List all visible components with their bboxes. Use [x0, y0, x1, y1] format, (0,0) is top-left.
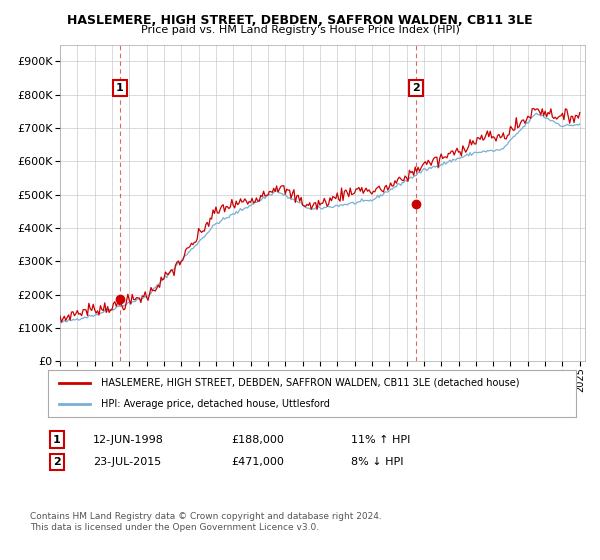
Text: Price paid vs. HM Land Registry's House Price Index (HPI): Price paid vs. HM Land Registry's House … [140, 25, 460, 35]
Text: 1: 1 [53, 435, 61, 445]
Text: HPI: Average price, detached house, Uttlesford: HPI: Average price, detached house, Uttl… [101, 399, 329, 409]
Text: HASLEMERE, HIGH STREET, DEBDEN, SAFFRON WALDEN, CB11 3LE (detached house): HASLEMERE, HIGH STREET, DEBDEN, SAFFRON … [101, 378, 519, 388]
Text: 1: 1 [116, 83, 124, 93]
Text: 12-JUN-1998: 12-JUN-1998 [93, 435, 164, 445]
Text: Contains HM Land Registry data © Crown copyright and database right 2024.
This d: Contains HM Land Registry data © Crown c… [30, 512, 382, 532]
Text: £188,000: £188,000 [231, 435, 284, 445]
Text: 2: 2 [53, 457, 61, 467]
Text: 8% ↓ HPI: 8% ↓ HPI [351, 457, 404, 467]
Text: 11% ↑ HPI: 11% ↑ HPI [351, 435, 410, 445]
Text: 2: 2 [412, 83, 420, 93]
Text: HASLEMERE, HIGH STREET, DEBDEN, SAFFRON WALDEN, CB11 3LE: HASLEMERE, HIGH STREET, DEBDEN, SAFFRON … [67, 14, 533, 27]
Text: £471,000: £471,000 [231, 457, 284, 467]
Text: 23-JUL-2015: 23-JUL-2015 [93, 457, 161, 467]
